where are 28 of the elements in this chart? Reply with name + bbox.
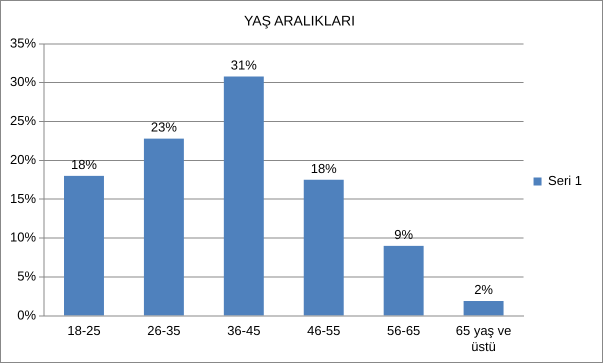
x-tick-label: 65 yaş ve üstü	[456, 323, 512, 354]
bar	[384, 246, 424, 316]
bar	[144, 138, 184, 316]
data-label: 23%	[150, 120, 178, 135]
y-tick-label: 15%	[10, 190, 36, 206]
data-label: 31%	[230, 58, 258, 73]
data-label: 2%	[474, 282, 494, 298]
x-tick-label: 18-25	[67, 323, 101, 338]
y-tick-label: 5%	[17, 268, 36, 284]
data-label: 18%	[310, 160, 338, 176]
y-tick-label: 30%	[10, 74, 36, 90]
data-label: 18%	[70, 156, 98, 172]
x-tick-label: 56-65	[387, 323, 420, 338]
x-tick-label: 36-45	[227, 323, 260, 338]
y-tick-label: 35%	[10, 35, 36, 50]
y-tick-label: 10%	[10, 230, 36, 245]
bar	[464, 301, 504, 316]
x-tick-label: 26-35	[147, 323, 181, 338]
bar	[224, 76, 264, 316]
x-tick-label: 46-55	[307, 323, 340, 338]
y-tick-label: 0%	[17, 307, 36, 322]
chart-title: YAŞ ARALIKLARI	[244, 12, 356, 28]
y-tick-label: 20%	[10, 152, 36, 167]
data-label: 9%	[394, 226, 414, 242]
bar	[304, 180, 344, 316]
legend-label: Seri 1	[548, 173, 582, 188]
bar	[64, 176, 104, 316]
y-tick-label: 25%	[10, 113, 36, 128]
